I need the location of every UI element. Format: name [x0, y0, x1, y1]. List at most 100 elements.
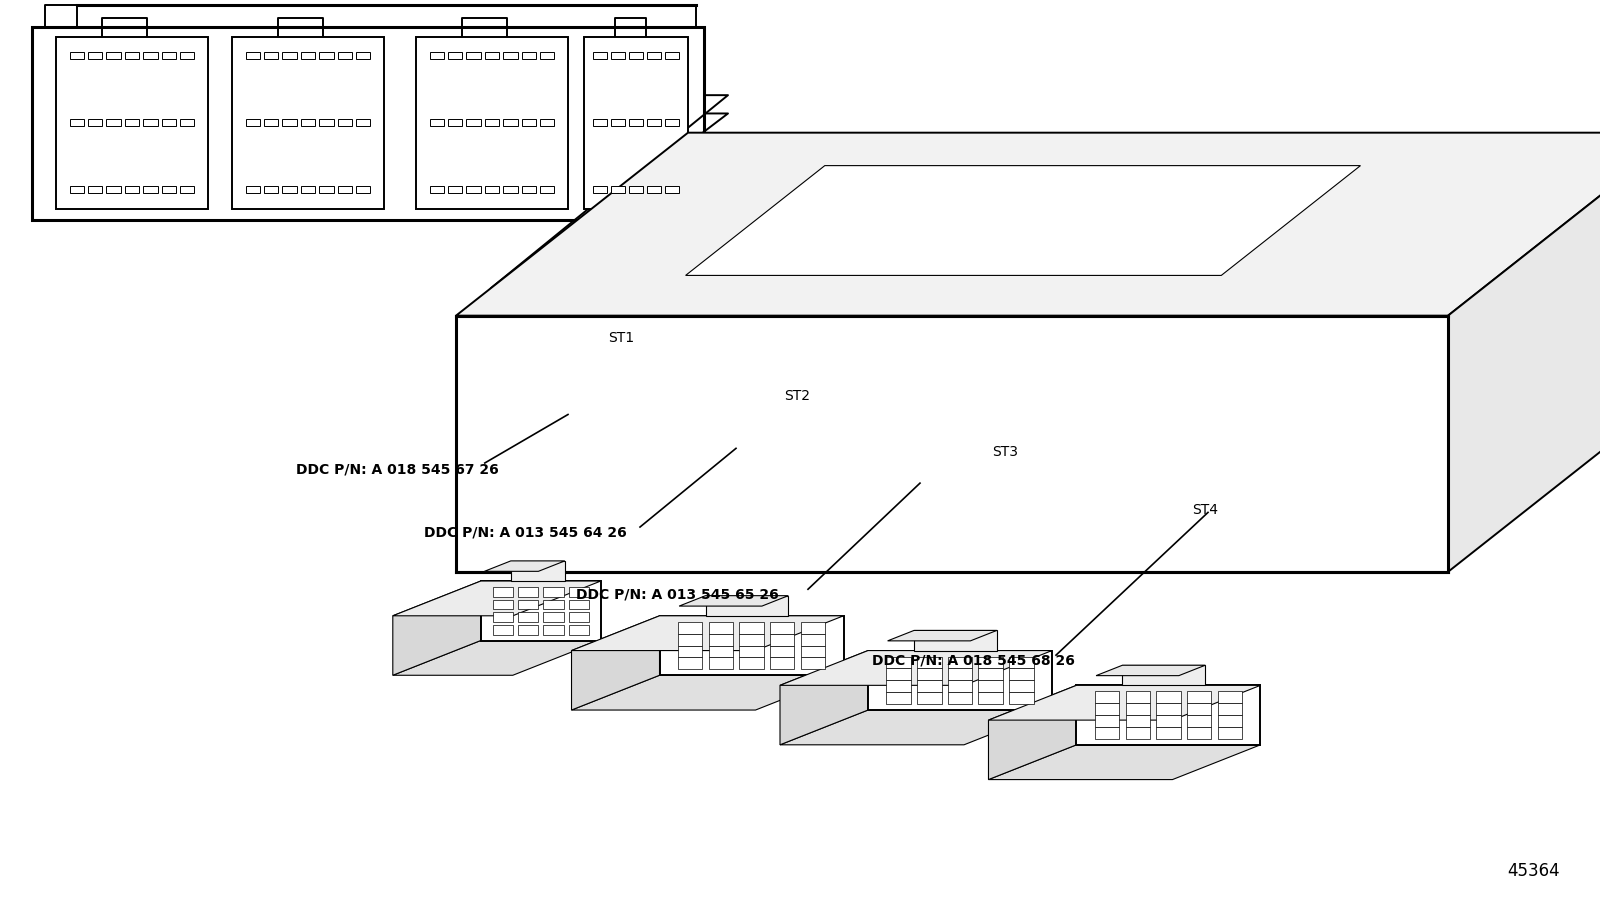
Bar	[1010, 692, 1034, 705]
Bar	[1094, 692, 1120, 704]
Bar	[1010, 657, 1034, 669]
Bar	[283, 119, 296, 126]
Polygon shape	[706, 596, 789, 616]
Bar	[568, 587, 589, 597]
Bar	[978, 657, 1003, 669]
Text: DDC P/N: A 018 545 67 26: DDC P/N: A 018 545 67 26	[296, 462, 499, 477]
Bar	[430, 186, 445, 193]
Bar	[886, 668, 910, 681]
Bar	[70, 119, 85, 126]
Bar	[770, 645, 795, 658]
Polygon shape	[1096, 665, 1205, 675]
Bar	[800, 645, 826, 658]
Bar	[978, 668, 1003, 681]
Bar	[1187, 727, 1211, 739]
Bar	[162, 52, 176, 59]
Bar	[646, 52, 661, 59]
Bar	[917, 657, 941, 669]
Bar	[978, 680, 1003, 693]
Polygon shape	[32, 27, 704, 220]
Bar	[246, 52, 261, 59]
Bar	[1125, 715, 1150, 727]
Bar	[264, 186, 278, 193]
Polygon shape	[1077, 685, 1261, 745]
Polygon shape	[416, 37, 568, 209]
Bar	[800, 657, 826, 670]
Bar	[1010, 680, 1034, 693]
Polygon shape	[485, 561, 565, 571]
Bar	[544, 625, 563, 635]
Bar	[1094, 703, 1120, 716]
Bar	[1125, 727, 1150, 739]
Text: 45364: 45364	[1507, 862, 1560, 880]
Bar	[144, 186, 157, 193]
Bar	[518, 587, 538, 597]
Bar	[320, 119, 333, 126]
Bar	[770, 657, 795, 670]
Bar	[646, 119, 661, 126]
Bar	[70, 52, 85, 59]
Bar	[467, 52, 480, 59]
Text: ST3: ST3	[992, 446, 1018, 459]
Bar	[629, 119, 643, 126]
Bar	[448, 52, 462, 59]
Bar	[739, 645, 763, 658]
Bar	[522, 52, 536, 59]
Bar	[355, 52, 370, 59]
Bar	[162, 186, 176, 193]
Polygon shape	[394, 640, 602, 675]
Bar	[518, 612, 538, 622]
Bar	[88, 186, 102, 193]
Bar	[611, 52, 626, 59]
Polygon shape	[914, 630, 997, 651]
Bar	[594, 52, 608, 59]
Bar	[448, 119, 462, 126]
Bar	[430, 52, 445, 59]
Bar	[430, 119, 445, 126]
Bar	[485, 186, 499, 193]
Bar	[485, 52, 499, 59]
Bar	[917, 668, 941, 681]
Polygon shape	[394, 581, 480, 675]
Bar	[629, 52, 643, 59]
Bar	[144, 119, 157, 126]
Bar	[709, 622, 733, 634]
Bar	[522, 119, 536, 126]
Polygon shape	[1448, 133, 1600, 572]
Bar	[947, 657, 973, 669]
Bar	[107, 186, 120, 193]
Text: ST4: ST4	[1192, 503, 1218, 517]
Bar	[568, 612, 589, 622]
Bar	[467, 119, 480, 126]
Polygon shape	[571, 616, 659, 710]
Bar	[1157, 715, 1181, 727]
Bar	[355, 186, 370, 193]
Bar	[678, 622, 702, 634]
Text: DDC P/N: A 018 545 68 26: DDC P/N: A 018 545 68 26	[872, 653, 1075, 668]
Bar	[539, 119, 554, 126]
Bar	[125, 52, 139, 59]
Bar	[709, 657, 733, 670]
Bar	[886, 680, 910, 693]
Bar	[1125, 692, 1150, 704]
Bar	[739, 633, 763, 646]
Bar	[544, 587, 563, 597]
Polygon shape	[571, 616, 843, 651]
Bar	[301, 119, 315, 126]
Bar	[947, 668, 973, 681]
Bar	[320, 186, 333, 193]
Bar	[709, 645, 733, 658]
Bar	[246, 119, 261, 126]
Bar	[144, 52, 157, 59]
Bar	[355, 119, 370, 126]
Bar	[504, 186, 517, 193]
Bar	[493, 612, 514, 622]
Bar	[646, 186, 661, 193]
Bar	[770, 622, 795, 634]
Bar	[246, 186, 261, 193]
Bar	[125, 119, 139, 126]
Polygon shape	[781, 651, 867, 745]
Bar	[678, 645, 702, 658]
Polygon shape	[989, 745, 1261, 780]
Bar	[88, 52, 102, 59]
